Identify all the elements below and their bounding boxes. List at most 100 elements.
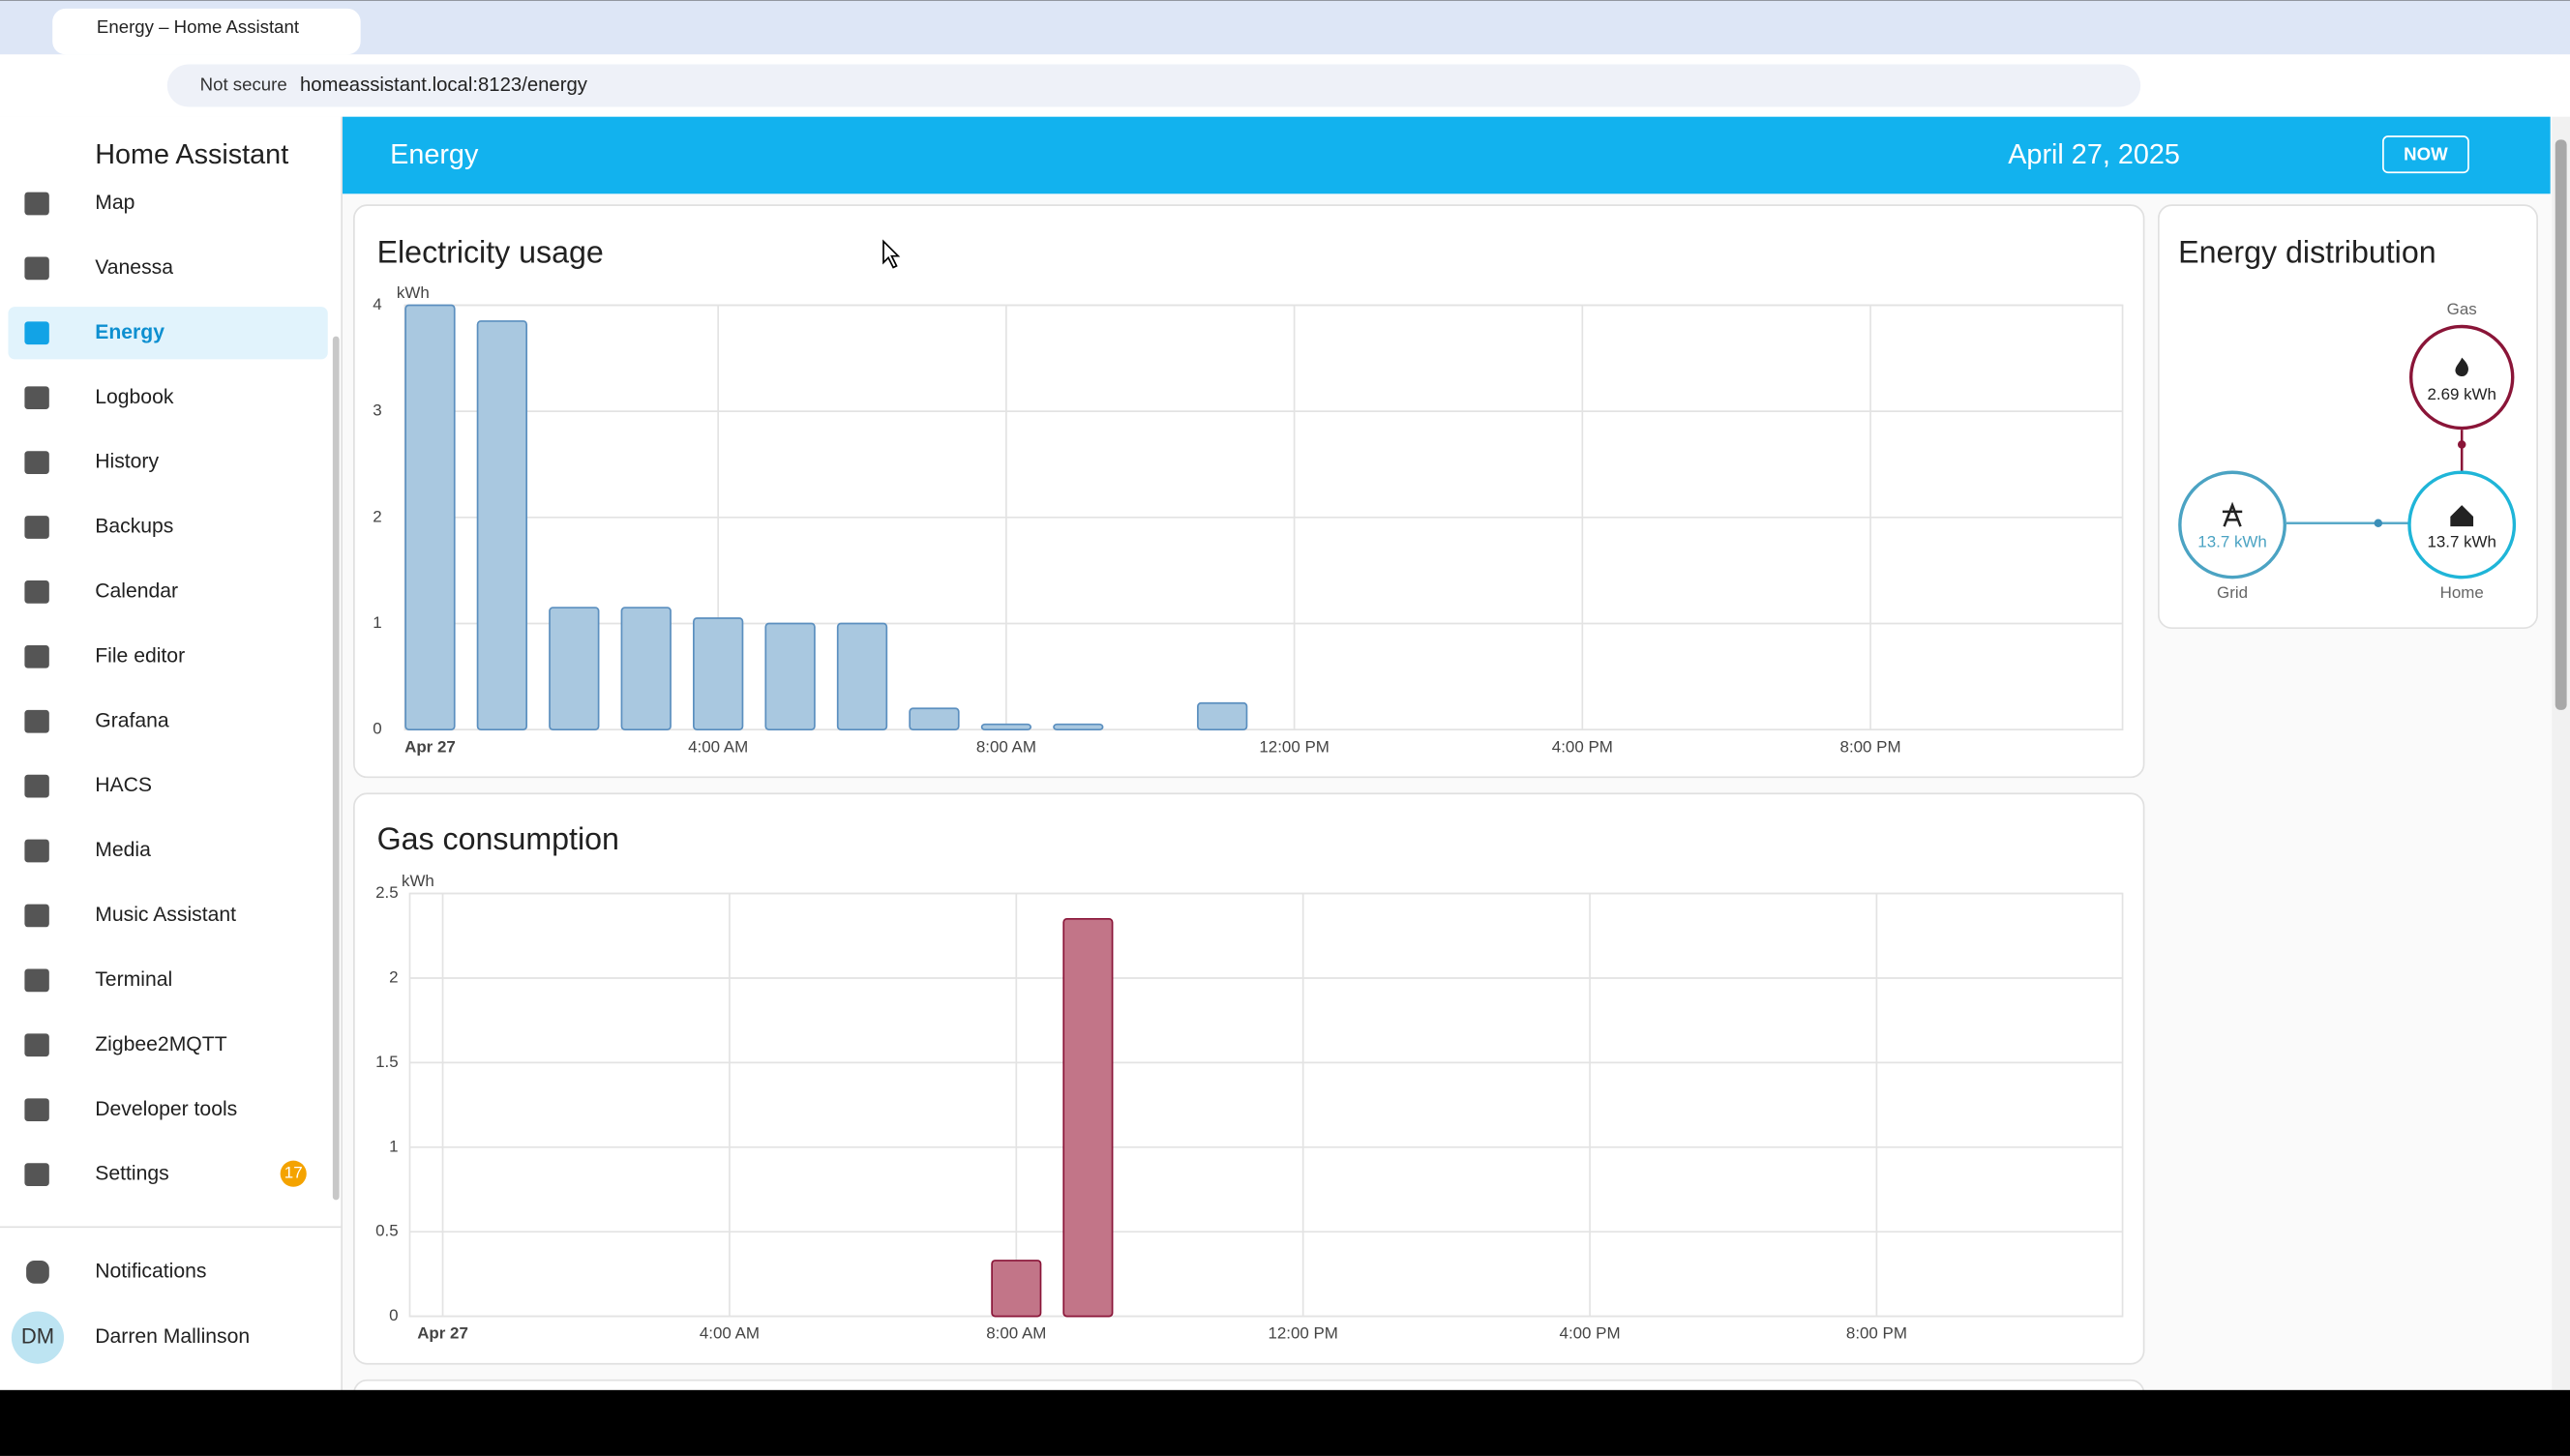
card-title: Energy distribution	[2178, 234, 2436, 269]
bar	[764, 622, 816, 731]
chart-title: Gas consumption	[377, 821, 619, 856]
bar	[1062, 917, 1114, 1318]
x-tick-label: Apr 27	[404, 737, 456, 756]
item-icon	[24, 192, 49, 216]
gas-node[interactable]	[2409, 324, 2515, 431]
node-label: Gas	[2447, 300, 2477, 318]
y-tick-label: 0.5	[375, 1222, 399, 1240]
y-tick-label: 1	[389, 1137, 398, 1155]
now-label[interactable]: NOW	[2404, 143, 2448, 163]
x-tick-label: 4:00 AM	[688, 737, 748, 756]
item-icon	[24, 451, 49, 474]
avatar-initials: DM	[21, 1323, 54, 1348]
tab[interactable]	[52, 8, 361, 55]
badge-count: 17	[284, 1164, 303, 1182]
badge	[280, 1160, 307, 1187]
tab-strip	[0, 0, 2570, 55]
notifications[interactable]: Notifications	[95, 1260, 206, 1282]
bar	[620, 607, 672, 731]
y-tick-label: 0	[373, 720, 381, 738]
flow-dot	[2374, 519, 2383, 527]
x-tick-label: Apr 27	[417, 1324, 468, 1343]
sidebar-item[interactable]: Vanessa	[95, 256, 173, 279]
sidebar-scroll-thumb[interactable]	[332, 336, 340, 1201]
page-title: Energy	[390, 139, 479, 170]
node-value: 13.7 kWh	[2427, 533, 2495, 551]
bar	[991, 1260, 1042, 1318]
node-label: Home	[2440, 583, 2484, 602]
x-tick-label: 8:00 PM	[1840, 737, 1901, 756]
item-icon	[24, 1098, 49, 1122]
tab-title[interactable]: Energy – Home Assistant	[97, 16, 300, 37]
y-tick-label: 1.5	[375, 1053, 399, 1071]
sidebar-item[interactable]: Grafana	[95, 709, 169, 731]
y-tick-label: 4	[373, 295, 381, 313]
bar	[693, 617, 744, 731]
node-value: 2.69 kWh	[2427, 385, 2495, 403]
date: April 27, 2025	[2008, 139, 2180, 170]
user-name[interactable]: Darren Mallinson	[95, 1325, 250, 1348]
sidebar-item[interactable]: Terminal	[95, 968, 172, 991]
y-tick-label: 1	[373, 613, 381, 632]
x-tick-label: 12:00 PM	[1259, 737, 1329, 756]
sidebar-item[interactable]: Calendar	[95, 580, 178, 603]
bar	[1197, 701, 1248, 731]
sidebar-item[interactable]: Zigbee2MQTT	[95, 1033, 226, 1055]
card	[353, 792, 2145, 1365]
sidebar-item[interactable]: Developer tools	[95, 1098, 237, 1120]
x-tick-label: 4:00 PM	[1552, 737, 1613, 756]
item-icon	[24, 256, 49, 281]
item-icon	[24, 580, 49, 604]
bar	[1053, 723, 1104, 731]
node-value: 13.7 kWh	[2197, 533, 2266, 551]
item-icon	[24, 1163, 49, 1186]
sidebar-item[interactable]: Logbook	[95, 386, 174, 408]
scroll-thumb[interactable]	[2555, 139, 2567, 710]
sidebar-item[interactable]: Energy	[95, 321, 164, 343]
sidebar-item[interactable]: HACS	[95, 774, 152, 796]
x-tick-label: 12:00 PM	[1268, 1324, 1337, 1343]
x-tick-label: 8:00 AM	[976, 737, 1036, 756]
flow-dot	[2457, 440, 2466, 449]
y-tick-label: 0	[389, 1306, 398, 1324]
cursor	[882, 239, 901, 269]
notification-icon	[26, 1261, 49, 1284]
node-label: Grid	[2217, 583, 2248, 602]
bar	[909, 707, 960, 731]
bar	[836, 622, 888, 731]
x-tick-label: 8:00 AM	[986, 1324, 1046, 1343]
taskbar	[0, 1389, 2570, 1456]
active-item	[8, 307, 328, 360]
item-icon	[24, 1033, 49, 1057]
item-icon	[24, 968, 49, 993]
sidebar-item[interactable]: Media	[95, 839, 151, 861]
grid-icon	[2222, 501, 2243, 527]
grid-node[interactable]	[2178, 470, 2286, 579]
url[interactable]: homeassistant.local:8123/energy	[300, 74, 588, 96]
now-button[interactable]	[2382, 135, 2469, 174]
sidebar-item[interactable]: Music Assistant	[95, 904, 236, 926]
bar	[476, 320, 528, 731]
address-bar[interactable]	[166, 64, 2141, 107]
y-tick-label: 2	[373, 507, 381, 525]
chart-title: Electricity usage	[377, 234, 604, 269]
sidebar-item[interactable]: Backups	[95, 516, 173, 538]
y-axis-label: kWh	[402, 872, 434, 890]
sidebar-item[interactable]: History	[95, 451, 159, 473]
item-icon	[24, 386, 49, 410]
item-icon	[24, 709, 49, 733]
item-icon	[24, 839, 49, 863]
x-tick-label: 4:00 AM	[700, 1324, 760, 1343]
sidebar-title: Home Assistant	[95, 139, 288, 170]
bar	[404, 304, 456, 731]
avatar[interactable]	[11, 1311, 65, 1364]
app-header	[343, 116, 2551, 194]
y-axis-label: kWh	[397, 283, 430, 302]
sidebar-item[interactable]: Map	[95, 192, 134, 214]
y-tick-label: 3	[373, 401, 381, 420]
sidebar-item[interactable]: Settings	[95, 1163, 168, 1185]
sidebar-item[interactable]: File editor	[95, 644, 185, 667]
y-tick-label: 2	[389, 967, 398, 986]
security-label[interactable]: Not secure	[200, 74, 287, 94]
